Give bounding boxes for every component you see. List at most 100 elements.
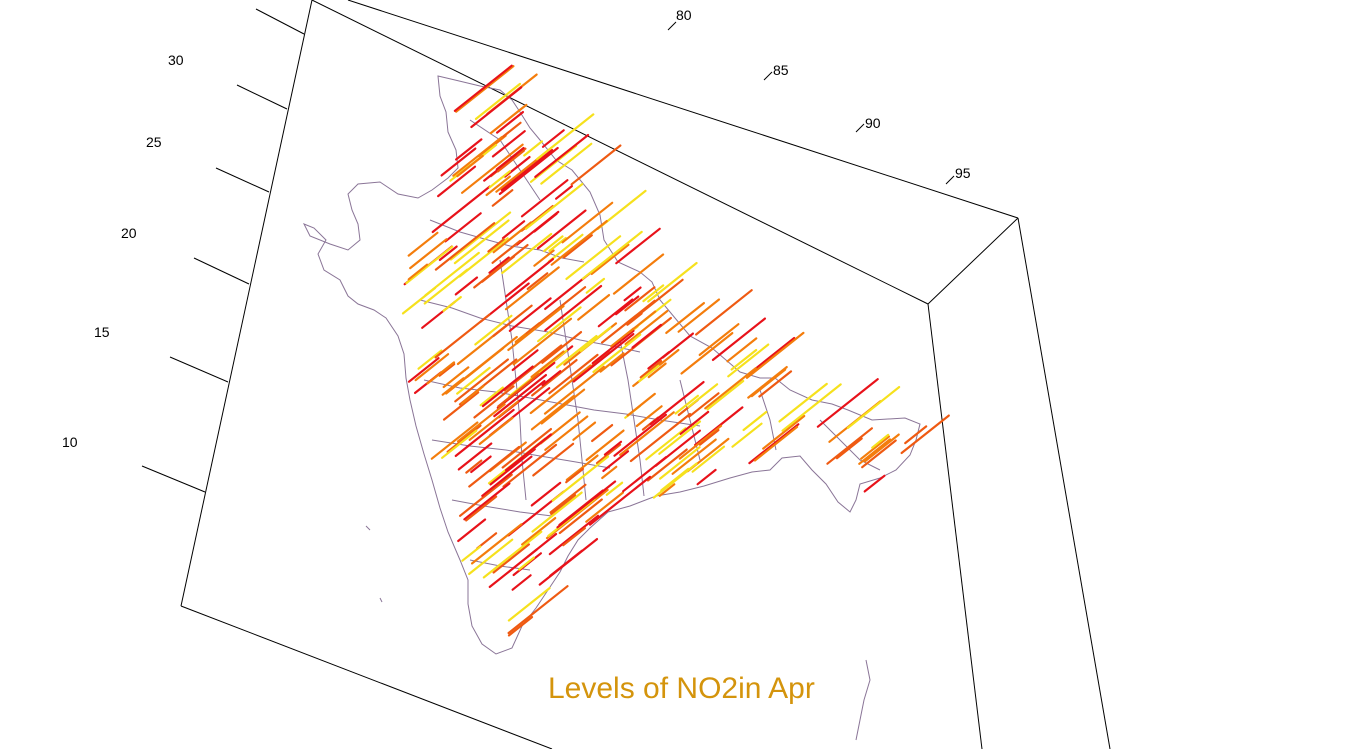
no2-spike — [647, 362, 667, 379]
no2-spike — [453, 64, 513, 112]
no2-spike — [556, 480, 617, 529]
no2-spike — [691, 445, 726, 473]
no2-spike — [503, 344, 563, 392]
no2-spike — [646, 448, 688, 482]
no2-spike — [661, 332, 695, 359]
no2-spike — [745, 331, 805, 379]
no2-spike — [407, 263, 429, 281]
no2-spike — [730, 348, 758, 371]
no2-spike — [858, 438, 892, 465]
lat-tick-label: 15 — [94, 324, 110, 340]
plot-frame — [180, 0, 1111, 749]
lat-tick — [141, 465, 206, 493]
no2-spike — [504, 433, 552, 472]
no2-spike — [481, 365, 534, 408]
no2-spike — [487, 238, 505, 253]
frame-right-edge — [1017, 217, 1111, 749]
no2-spike — [485, 175, 511, 197]
frame-left-edge — [180, 0, 313, 607]
no2-spike — [624, 309, 669, 346]
no2-spike — [562, 526, 587, 547]
no2-spike — [565, 454, 599, 481]
no2-spike — [551, 455, 610, 502]
no2-spike — [438, 245, 458, 261]
no2-spike — [438, 363, 456, 377]
no2-spike — [407, 231, 439, 257]
no2-spike — [748, 336, 796, 375]
no2-spike — [495, 154, 544, 193]
no2-spike — [454, 408, 515, 457]
no2-spike — [758, 370, 793, 398]
no2-spike — [605, 481, 624, 496]
no2-spike — [431, 185, 491, 234]
no2-spike — [548, 236, 567, 252]
no2-spike — [541, 129, 565, 148]
no2-spike — [696, 468, 717, 486]
lon-tick-label: 85 — [773, 62, 789, 78]
no2-spike — [470, 86, 523, 129]
no2-spike — [585, 491, 625, 523]
no2-spike — [471, 523, 523, 565]
no2-spike — [457, 442, 493, 471]
no2-spike — [505, 258, 555, 298]
no2-spike — [452, 136, 503, 177]
no2-spike — [572, 421, 597, 441]
lon-tick-label: 95 — [955, 165, 971, 181]
no2-spike — [671, 438, 717, 475]
state-boundary — [429, 219, 585, 263]
no2-spike — [517, 556, 535, 571]
no2-spike — [900, 414, 950, 455]
no2-spike — [442, 391, 480, 421]
no2-spike — [581, 230, 643, 280]
no2-spike — [649, 381, 705, 426]
no2-spike — [489, 448, 536, 486]
no2-spike — [694, 289, 753, 336]
no2-spikes — [401, 64, 950, 637]
no2-spike — [455, 138, 483, 161]
no2-spike — [535, 113, 595, 161]
no2-spike — [585, 277, 606, 294]
no2-spike — [468, 400, 519, 441]
no2-spike — [507, 615, 534, 637]
india-map — [302, 75, 921, 741]
state-boundary — [419, 299, 641, 353]
no2-spike — [511, 574, 532, 591]
no2-spike — [455, 335, 518, 386]
no2-spike — [507, 305, 565, 351]
no2-spike — [478, 416, 514, 445]
state-boundary — [819, 419, 881, 471]
no2-spike — [638, 364, 660, 383]
state-boundary — [619, 339, 645, 497]
no2-spike — [678, 424, 723, 460]
no2-spike — [530, 481, 562, 507]
no2-spike — [541, 331, 583, 364]
no2-spike — [440, 147, 477, 177]
lat-tick — [255, 8, 305, 35]
no2-spike — [626, 312, 643, 326]
state-boundary — [431, 439, 611, 469]
no2-spike — [496, 110, 525, 134]
no2-spike — [454, 358, 509, 403]
no2-spike — [524, 183, 584, 230]
no2-spike — [473, 385, 515, 419]
no2-spike — [550, 220, 608, 266]
frame-top-edge — [347, 0, 1019, 219]
no2-spike — [426, 361, 456, 385]
no2-spike — [409, 238, 448, 270]
latitude-axis — [141, 8, 305, 493]
no2-spike — [558, 498, 603, 535]
no2-spike — [871, 433, 890, 449]
island — [365, 525, 371, 531]
no2-spike — [642, 284, 665, 303]
lon-tick — [667, 21, 677, 31]
frame-inner-top-edge — [311, 0, 929, 305]
no2-spike — [407, 357, 440, 383]
no2-spike — [562, 234, 593, 259]
no2-spike — [742, 410, 768, 432]
no2-spike — [441, 429, 478, 459]
no2-spike — [488, 256, 510, 274]
no2-spike — [585, 429, 625, 462]
no2-spike — [529, 364, 592, 415]
no2-spike — [531, 359, 578, 397]
no2-spike — [750, 368, 787, 398]
